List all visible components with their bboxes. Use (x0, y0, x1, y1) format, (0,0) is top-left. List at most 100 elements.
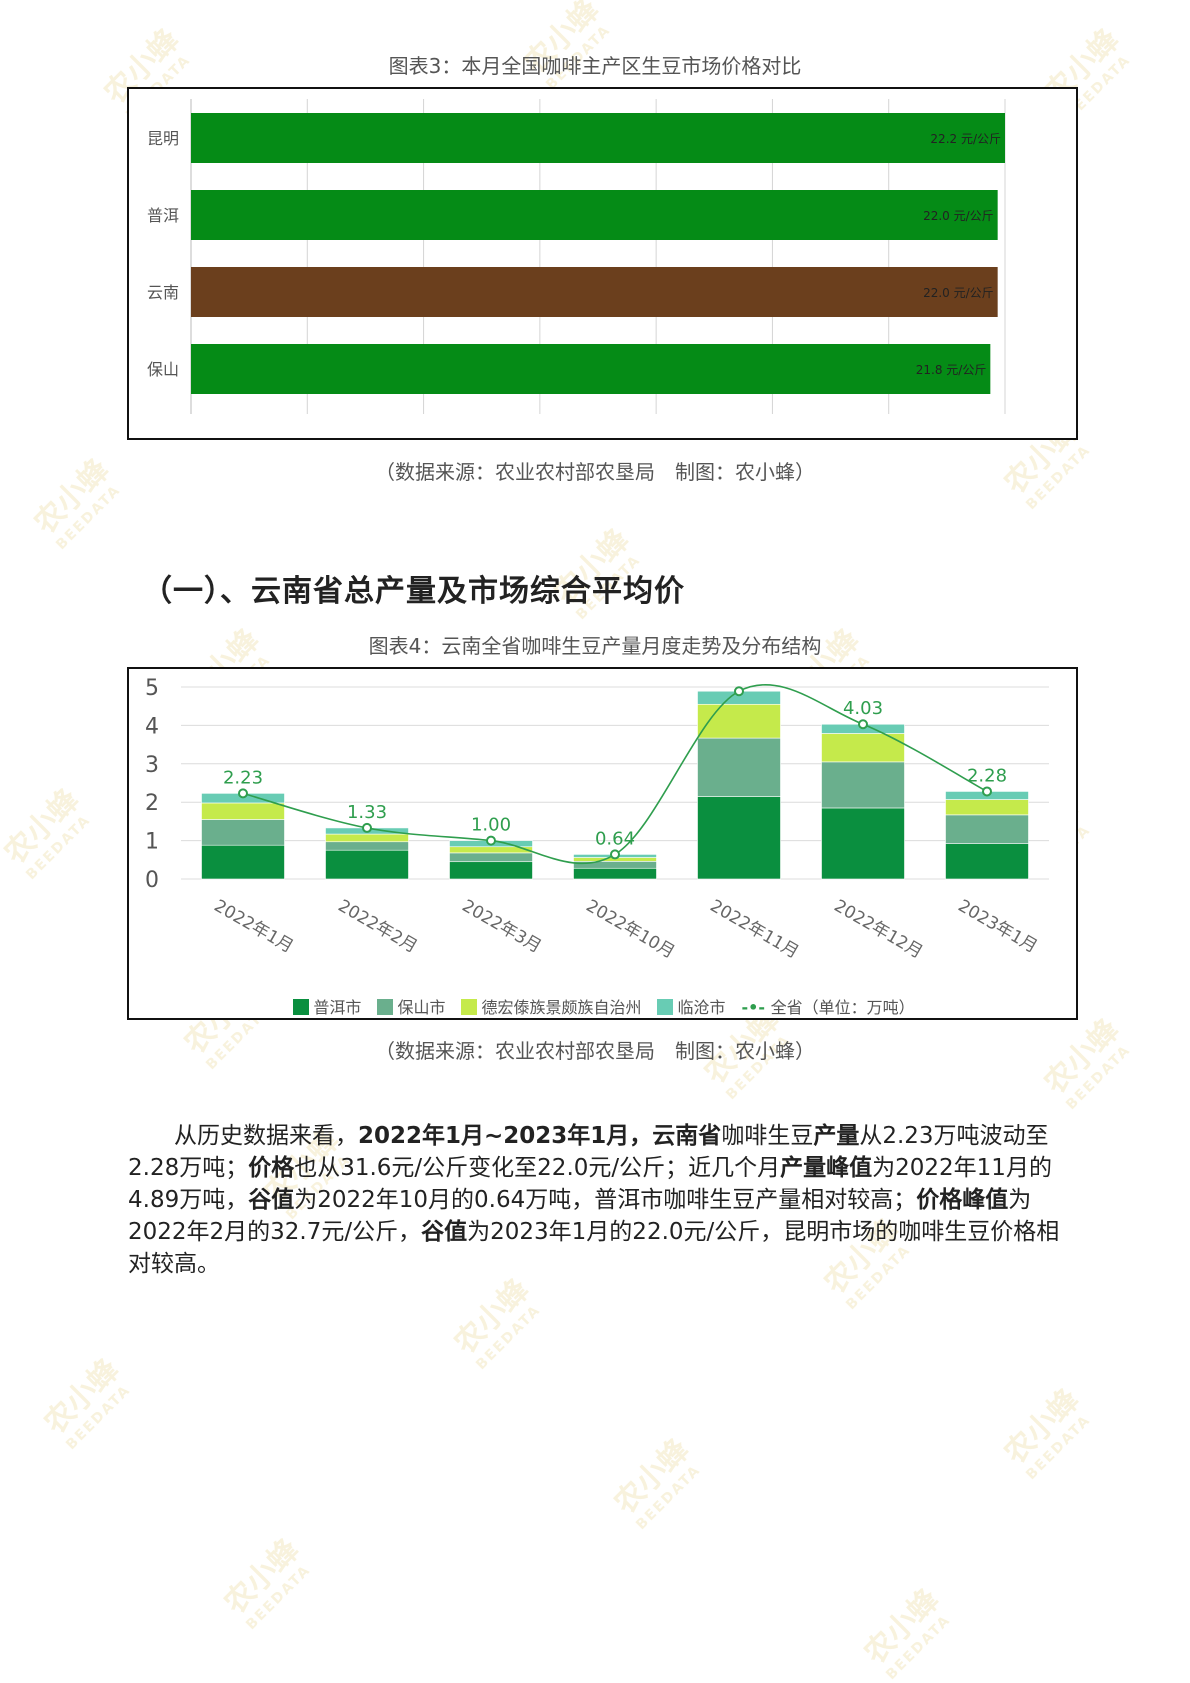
section-title: （一）、云南省总产量及市场综合平均价 (142, 574, 685, 609)
legend-item-line: -•- 全省（单位：万吨） (741, 998, 914, 1017)
bar-普洱 (191, 190, 998, 240)
bar-segment (573, 867, 657, 880)
para-text-1: 从历史数据来看， (174, 1123, 358, 1149)
bar-segment (201, 802, 285, 820)
para-bold-7: 谷值 (421, 1219, 468, 1245)
body-paragraph: 从历史数据来看，2022年1月~2023年1月，云南省咖啡生豆产量从2.23万吨… (128, 1120, 1078, 1280)
para-bold-4: 产量峰值 (780, 1155, 873, 1181)
bar-segment (821, 733, 905, 763)
category-label: 保山 (147, 360, 179, 379)
para-bold-6: 价格峰值 (916, 1187, 1009, 1213)
figure4-chart: 0 1 2 3 4 5 2022年1月 2022年2月 2022年3月 2022年10月 2022年… (127, 667, 1078, 1020)
x-tick-label: 2022年11月 (707, 896, 803, 963)
bar-segment (945, 843, 1029, 880)
point-label: 4.03 (843, 698, 883, 719)
legend-swatch (461, 999, 478, 1015)
watermark-1: 农小蜂 BEEDATA (517, 0, 615, 94)
legend-label: 全省（单位：万吨） (770, 998, 915, 1017)
total-point (610, 849, 620, 860)
bar-昆明 (191, 113, 1005, 163)
y-tick-label: 4 (145, 714, 159, 739)
bar-segment (573, 861, 657, 869)
total-point (238, 788, 248, 799)
watermark-21: 农小蜂 BEEDATA (37, 1352, 135, 1454)
figure3-chart: 昆明 22.2 元/公斤 普洱 22.0 元/公斤 云南 22.0 元/公斤 保山 21.8 … (127, 87, 1078, 440)
para-text-5: 为2022年11月的4.89万吨， (128, 1155, 1052, 1213)
value-label: 22.0 元/公斤 (923, 209, 994, 223)
y-tick-label: 2 (145, 791, 159, 816)
point-label: 0.64 (595, 828, 635, 849)
para-text-6: 为2022年10月的0.64万吨，普洱市咖啡生豆产量相对较高； (294, 1187, 917, 1213)
figure4-legend: 普洱市 保山市 德宏傣族景颇族自治州 临沧市 -•- 全省（单位：万吨） (129, 994, 1079, 1018)
legend-item: 普洱市 (293, 998, 361, 1017)
bar-segment (821, 761, 905, 809)
x-tick-label: 2022年3月 (459, 896, 545, 957)
total-point (982, 786, 992, 797)
total-point (362, 822, 372, 833)
point-label: 1.33 (347, 802, 387, 823)
bar-segment (201, 819, 285, 846)
legend-label: 保山市 (397, 998, 446, 1017)
value-label: 22.2 元/公斤 (930, 132, 1001, 146)
figure3-source: （数据来源：农业农村部农垦局 制图：农小蜂） (375, 460, 815, 484)
value-label: 22.0 元/公斤 (923, 286, 994, 300)
category-label: 普洱 (147, 206, 179, 225)
point-label: 1.00 (471, 815, 511, 836)
figure4-caption: 图表4：云南全省咖啡生豆产量月度走势及分布结构 (368, 634, 822, 658)
bar-云南 (191, 267, 998, 317)
total-point (734, 686, 744, 697)
bar-segment (697, 703, 781, 739)
para-text-8: 为2023年1月的22.0元/公斤，昆明市场的咖啡生豆价格相对较高。 (128, 1219, 1060, 1277)
legend-item: 德宏傣族景颇族自治州 (461, 998, 641, 1017)
total-point (858, 719, 868, 730)
point-label: 2.28 (967, 765, 1007, 786)
x-tick-label: 2022年12月 (831, 896, 927, 963)
x-tick-label: 2022年2月 (335, 896, 421, 957)
para-bold-5: 谷值 (248, 1187, 295, 1213)
x-tick-label: 2023年1月 (955, 896, 1041, 957)
y-tick-label: 1 (145, 830, 159, 855)
y-tick-label: 3 (145, 753, 159, 778)
legend-swatch (293, 999, 310, 1015)
legend-label: 普洱市 (313, 998, 362, 1017)
x-tick-label: 2022年1月 (211, 896, 297, 957)
legend-line-marker: -•- (741, 998, 771, 1017)
value-label: 21.8 元/公斤 (916, 363, 987, 377)
total-point (486, 835, 496, 846)
legend-item: 临沧市 (657, 998, 725, 1017)
bar-segment (325, 849, 409, 880)
para-bold-2: 产量 (813, 1123, 860, 1149)
para-text-3: 从2.23万吨波动至2.28万吨； (128, 1123, 1049, 1181)
legend-label: 德宏傣族景颇族自治州 (481, 998, 642, 1017)
bar-保山 (191, 344, 991, 394)
watermark-22: 农小蜂 BEEDATA (997, 1382, 1095, 1484)
legend-item: 保山市 (377, 998, 445, 1017)
category-label: 昆明 (147, 129, 179, 148)
figure3-caption: 图表3：本月全国咖啡主产区生豆市场价格对比 (388, 54, 802, 78)
watermark-25: 农小蜂 BEEDATA (857, 1582, 955, 1683)
watermark-24: 农小蜂 BEEDATA (217, 1532, 315, 1634)
watermark-14: 农小蜂 BEEDATA (0, 782, 95, 884)
bar-segment (945, 814, 1029, 844)
para-text-2: 咖啡生豆 (721, 1123, 814, 1149)
para-bold-1: 2022年1月~2023年1月，云南省 (358, 1123, 722, 1149)
legend-swatch (657, 999, 674, 1015)
para-bold-3: 价格 (248, 1155, 295, 1181)
bar-segment (821, 807, 905, 880)
bar-segment (201, 844, 285, 880)
x-tick-label: 2022年10月 (583, 896, 679, 963)
figure4-svg: 0 1 2 3 4 5 2022年1月 2022年2月 2022年3月 2022年10月 2022年… (145, 676, 1049, 963)
bar-segment (449, 852, 533, 863)
figure4-source: （数据来源：农业农村部农垦局 制图：农小蜂） (375, 1039, 815, 1063)
bar-segment (697, 796, 781, 880)
legend-label: 临沧市 (677, 998, 726, 1017)
category-label: 云南 (147, 283, 179, 302)
bar-segment (945, 799, 1029, 816)
para-text-4: 也从31.6元/公斤变化至22.0元/公斤；近几个月 (294, 1155, 781, 1181)
bar-segment (325, 833, 409, 843)
watermark-23: 农小蜂 BEEDATA (607, 1432, 705, 1534)
y-tick-label: 5 (145, 676, 159, 701)
para-text-7: 为2022年2月的32.7元/公斤， (128, 1187, 1032, 1245)
point-label: 2.23 (223, 767, 263, 788)
